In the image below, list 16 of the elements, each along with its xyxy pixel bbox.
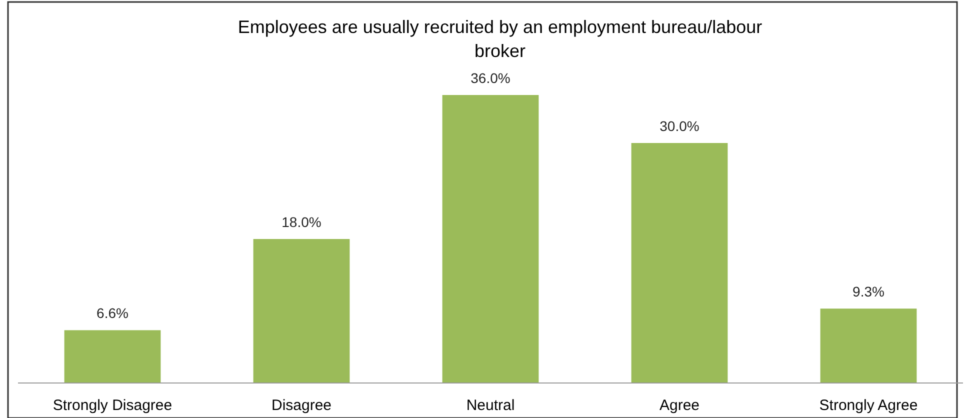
x-tick-label: Disagree	[271, 397, 332, 414]
data-label: 30.0%	[660, 118, 700, 134]
x-tick-label: Strongly Agree	[819, 397, 918, 414]
bar	[820, 308, 917, 383]
data-label: 18.0%	[282, 214, 322, 230]
chart-title: Employees are usually recruited by an employment bureau/labour broker	[238, 17, 762, 61]
x-tick-label: Agree	[659, 397, 700, 414]
bar	[442, 95, 539, 383]
bar	[253, 239, 350, 383]
data-label: 9.3%	[852, 284, 884, 300]
data-label: 36.0%	[470, 70, 510, 86]
x-tick-label: Neutral	[466, 397, 515, 414]
bar	[631, 143, 728, 383]
x-tick-label: Strongly Disagree	[52, 397, 172, 414]
bar	[64, 330, 161, 383]
data-label: 6.6%	[96, 305, 128, 322]
